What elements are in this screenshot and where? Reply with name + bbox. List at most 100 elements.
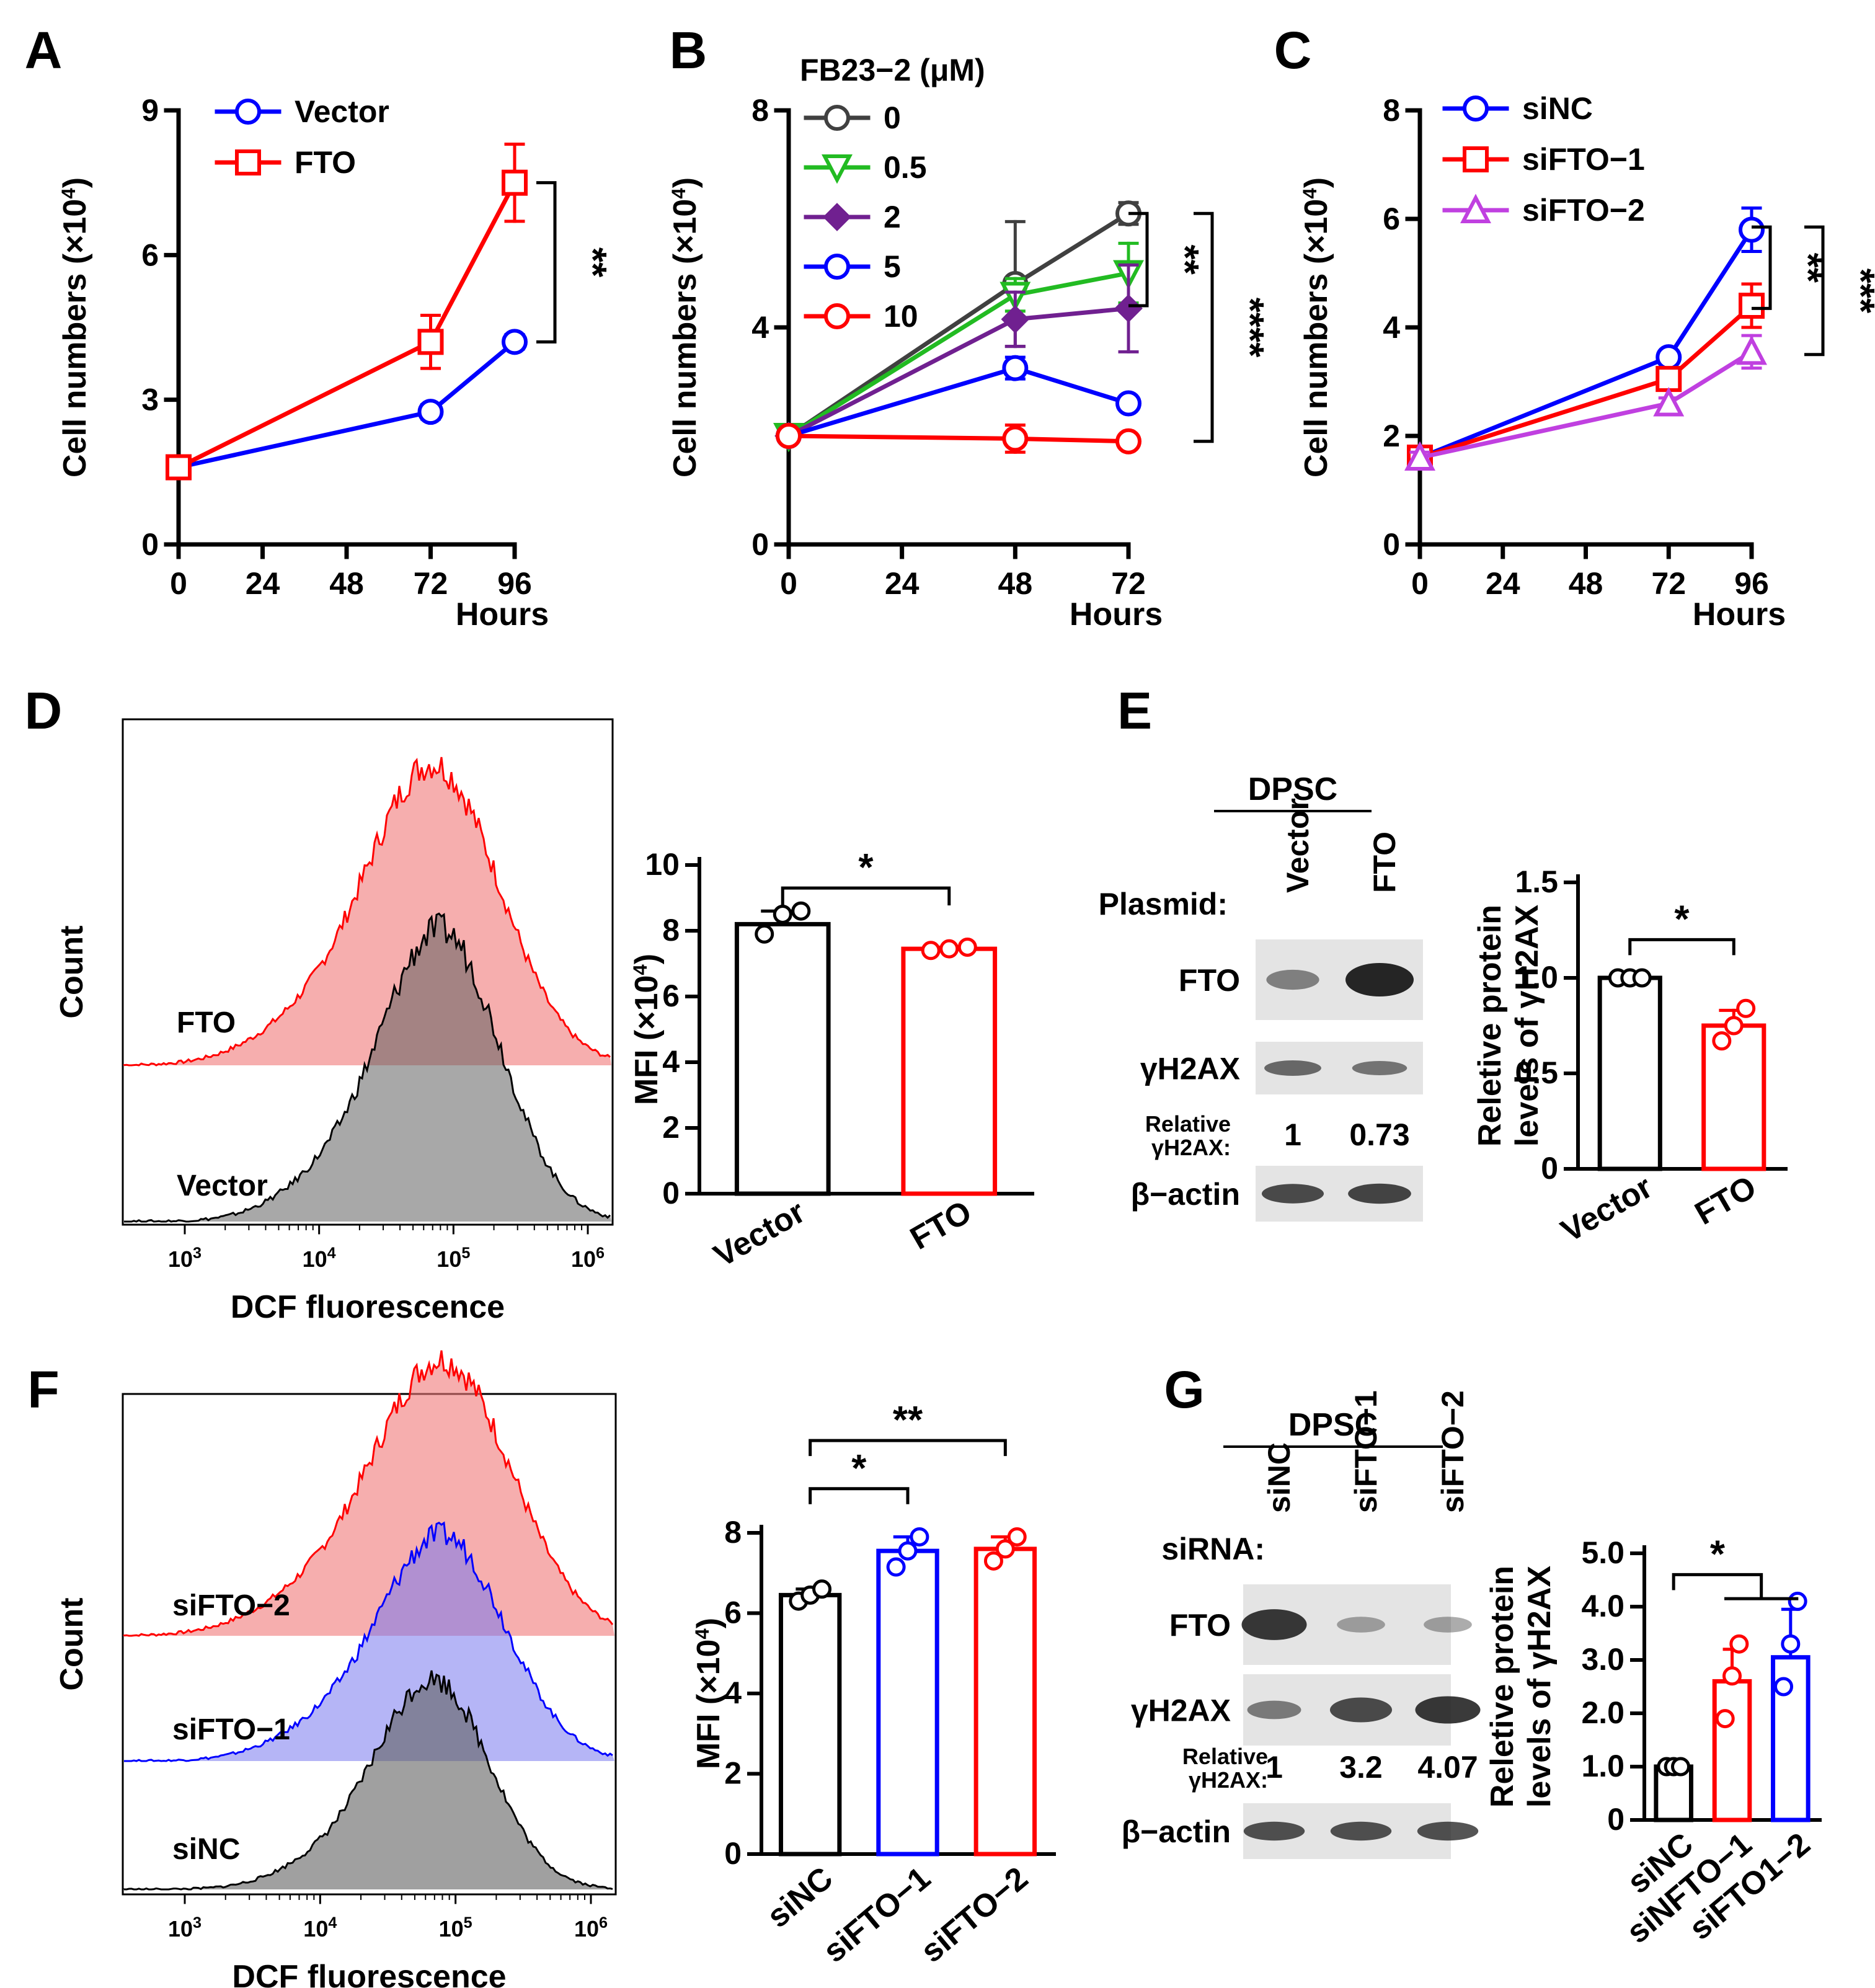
blot-band-label: γH2AX bbox=[1131, 1693, 1231, 1728]
data-point bbox=[1632, 968, 1652, 988]
x-tick-label: 72 bbox=[1111, 566, 1146, 601]
y-tick-label: 4 bbox=[1383, 310, 1400, 345]
blot-band-label: γH2AX bbox=[1140, 1052, 1240, 1086]
histogram-frame bbox=[122, 718, 614, 1226]
x-tick-label: 0 bbox=[1411, 566, 1429, 601]
y-axis-label: Cell numbers (×104) bbox=[1298, 177, 1334, 477]
relative-label: γH2AX: bbox=[1151, 1135, 1231, 1160]
significance-bracket: *** bbox=[1804, 225, 1875, 357]
x-tick-label: 72 bbox=[414, 566, 448, 601]
legend-label: 10 bbox=[884, 299, 918, 334]
data-point bbox=[417, 329, 444, 355]
hist-fill bbox=[124, 1522, 614, 1761]
legend-entry: siFTO−1 bbox=[1442, 142, 1645, 177]
hist-y-label: Count bbox=[54, 1597, 90, 1690]
panel-letter-F: F bbox=[27, 1360, 59, 1419]
data-point bbox=[1774, 1677, 1794, 1697]
hist-fill bbox=[124, 757, 611, 1065]
y-tick-label: 0 bbox=[1383, 527, 1400, 562]
data-point bbox=[1788, 1591, 1807, 1611]
data-point bbox=[1115, 390, 1141, 417]
legend-label: siNC bbox=[1522, 91, 1593, 126]
data-point bbox=[1115, 428, 1141, 455]
blot-band-strip: γH2AX bbox=[1140, 1042, 1423, 1094]
blot-lane-label: siFTO−2 bbox=[1435, 1390, 1470, 1513]
y-tick-label: 1.0 bbox=[1515, 960, 1558, 995]
bracket-line bbox=[1128, 211, 1149, 308]
data-point bbox=[773, 905, 792, 924]
blot-band bbox=[1415, 1696, 1481, 1724]
y-tick-label: 8 bbox=[1383, 93, 1400, 128]
hist-outline bbox=[123, 1350, 614, 1637]
blot-row-label: siRNA: bbox=[1161, 1532, 1265, 1566]
y-tick-label: 0 bbox=[662, 1176, 680, 1210]
series-10 bbox=[776, 423, 1141, 455]
significance-label: ** bbox=[1163, 244, 1206, 275]
y-tick-label: 2 bbox=[724, 1756, 742, 1791]
significance-label: * bbox=[851, 1447, 867, 1490]
significance-label: ** bbox=[571, 247, 614, 278]
x-tick-label: 48 bbox=[998, 566, 1033, 601]
bracket-line bbox=[1194, 211, 1214, 443]
legend-label: siFTO−2 bbox=[1522, 193, 1645, 228]
data-point bbox=[957, 938, 977, 957]
hist-sample-label: Vector bbox=[177, 1169, 268, 1202]
panel-letter-E: E bbox=[1117, 681, 1152, 740]
y-tick-label: 8 bbox=[662, 913, 680, 947]
blot-band bbox=[1266, 969, 1319, 990]
legend-entry: 2 bbox=[804, 200, 901, 234]
legend-marker bbox=[1463, 95, 1489, 122]
significance-bracket bbox=[1672, 1573, 1763, 1599]
y-tick-label: 2.0 bbox=[1581, 1695, 1625, 1730]
hist-tick-label: 104 bbox=[303, 1245, 336, 1272]
blot-band bbox=[1345, 962, 1414, 997]
significance-label: * bbox=[1710, 1533, 1726, 1576]
legend-entry: 10 bbox=[804, 299, 918, 334]
legend-label: Vector bbox=[295, 94, 389, 129]
significance-bracket bbox=[1628, 938, 1735, 956]
data-point bbox=[1739, 293, 1765, 319]
y-tick-label: 3 bbox=[141, 383, 159, 417]
hist-x-label: DCF fluorescence bbox=[232, 1959, 506, 1988]
legend-marker bbox=[824, 303, 850, 329]
panel-letter-C: C bbox=[1274, 21, 1312, 79]
hist-y-label: Count bbox=[54, 925, 90, 1018]
y-tick-label: 0 bbox=[141, 527, 159, 562]
legend-entry: FTO bbox=[215, 145, 356, 180]
significance-label: * bbox=[1674, 898, 1690, 941]
hist-layer-2: siNC bbox=[123, 1670, 614, 1891]
y-tick-label: 9 bbox=[141, 93, 159, 128]
legend-marker bbox=[824, 105, 850, 131]
hist-fill bbox=[124, 913, 611, 1222]
x-tick-label: 0 bbox=[170, 566, 187, 601]
blot-band bbox=[1417, 1821, 1479, 1841]
legend-marker bbox=[824, 254, 850, 280]
y-tick-label: 6 bbox=[662, 978, 680, 1013]
data-point bbox=[995, 1539, 1015, 1559]
data-point bbox=[1002, 355, 1029, 381]
data-point bbox=[1724, 1016, 1744, 1036]
hist-outline bbox=[123, 1670, 613, 1891]
data-point bbox=[1712, 1031, 1732, 1051]
data-point bbox=[1007, 1527, 1027, 1546]
data-point bbox=[1715, 1709, 1735, 1729]
legend-label: 2 bbox=[884, 200, 901, 234]
blot-band-strip: β−actin bbox=[1131, 1166, 1423, 1222]
blot-band bbox=[1348, 1183, 1411, 1204]
blot-lane-label: siFTO−1 bbox=[1349, 1390, 1383, 1513]
data-point bbox=[921, 941, 941, 961]
data-point bbox=[776, 423, 802, 449]
x-axis-label: Hours bbox=[456, 597, 549, 632]
panel-letter-D: D bbox=[25, 681, 63, 740]
relative-value: 4.07 bbox=[1417, 1750, 1478, 1785]
legend-marker bbox=[235, 149, 261, 175]
y-axis-label: Cell numbers (×104) bbox=[667, 177, 703, 477]
data-point bbox=[1781, 1634, 1801, 1654]
legend-entry: 5 bbox=[804, 249, 901, 284]
blot-lane-label: siNC bbox=[1262, 1442, 1297, 1513]
data-point bbox=[812, 1579, 832, 1599]
blot-band bbox=[1241, 1609, 1307, 1640]
blot-lane-label: FTO bbox=[1367, 832, 1402, 893]
